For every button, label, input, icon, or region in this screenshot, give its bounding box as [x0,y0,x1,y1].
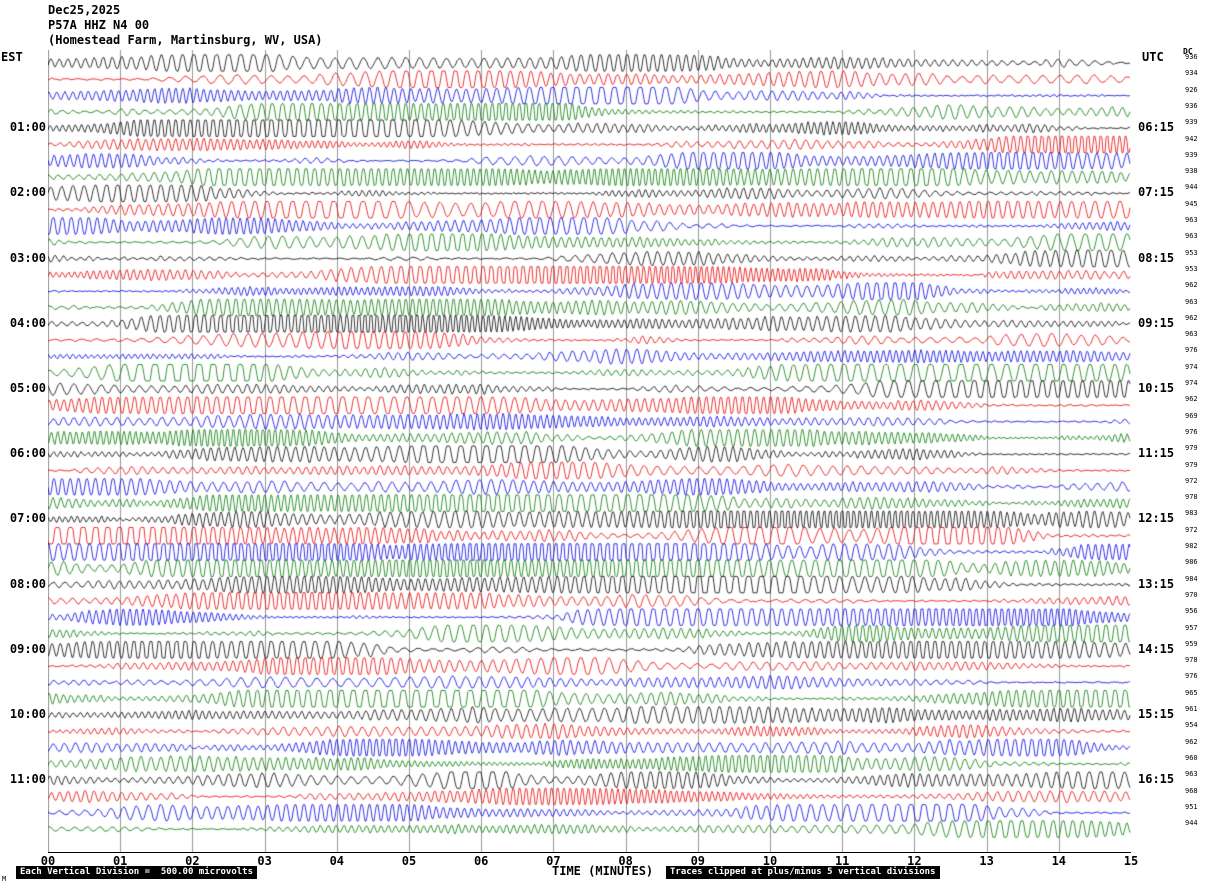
est-hour-label: 06:00 [9,446,46,461]
vertical-division-note: Each Vertical Division = 500.00 microvol… [16,866,257,879]
x-tick-label: 10 [762,854,778,868]
x-axis-line [48,852,1131,853]
dc-value: 982 [1185,542,1198,550]
dc-value: 979 [1185,460,1198,469]
utc-hour-label: 08:15 [1138,250,1175,265]
est-hour-label: 08:00 [9,576,46,591]
dc-value: 962 [1185,395,1198,404]
dc-value: 961 [1185,705,1198,713]
dc-column-label: DC [1183,47,1193,56]
dc-value: 976 [1185,427,1198,436]
est-hour-label: 11:00 [9,772,46,787]
x-tick-label: 11 [834,854,850,868]
header-station-code: P57A HHZ N4 00 [48,18,150,32]
dc-value: 963 [1185,232,1198,241]
dc-value: 953 [1185,248,1198,257]
utc-hour-label: 12:15 [1138,511,1175,526]
x-tick-label: 04 [329,854,345,868]
dc-value: 953 [1185,264,1198,273]
x-tick-label: 06 [473,854,489,868]
dc-value: 962 [1185,313,1198,322]
header-date: Dec25,2025 [48,3,121,17]
utc-hour-label: 14:15 [1138,641,1175,656]
dc-value: 962 [1185,737,1198,746]
utc-hour-label: 10:15 [1138,381,1175,395]
dc-value: 979 [1185,444,1198,453]
seismogram-canvas [48,50,1131,852]
left-timezone-label: EST [1,50,23,64]
dc-value: 939 [1185,150,1198,159]
utc-hour-label: 09:15 [1138,315,1175,330]
est-hour-label: 03:00 [9,250,46,265]
dc-value: 963 [1185,330,1198,339]
dc-value: 963 [1185,216,1198,224]
dc-value: 984 [1185,574,1198,583]
dc-value: 944 [1185,819,1198,828]
dc-value: 965 [1185,688,1198,697]
x-tick-label: 07 [546,854,561,868]
clipping-note: Traces clipped at plus/minus 5 vertical … [666,866,940,879]
est-hour-label: 01:00 [9,120,46,135]
x-axis-title: TIME (MINUTES) [552,864,654,878]
est-hour-label: 10:00 [9,707,46,721]
right-timezone-label: UTC [1142,50,1164,64]
dc-value: 970 [1185,590,1198,599]
dc-value: 959 [1185,639,1198,648]
dc-value: 957 [1185,623,1198,632]
x-tick-label: 00 [40,854,56,868]
x-tick-label: 03 [257,854,272,868]
dc-value: 963 [1185,297,1198,306]
header-station-location: (Homestead Farm, Martinsburg, WV, USA) [48,33,323,47]
utc-hour-label: 06:15 [1138,120,1175,135]
x-tick-label: 08 [618,854,633,868]
est-hour-label: 05:00 [9,381,46,395]
dc-value: 974 [1185,379,1198,387]
dc-value: 978 [1185,493,1198,502]
est-hour-label: 07:00 [9,511,46,526]
dc-value: 986 [1185,558,1198,567]
dc-value: 968 [1185,786,1198,795]
x-tick-label: 02 [185,854,200,868]
dc-value: 962 [1185,281,1198,290]
dc-value: 939 [1185,118,1198,127]
dc-value: 972 [1185,476,1198,485]
utc-hour-label: 07:15 [1138,185,1175,200]
x-tick-label: 01 [112,854,128,868]
dc-value: 956 [1185,607,1198,616]
x-tick-label: 14 [1051,854,1067,868]
dc-value: 978 [1185,656,1198,665]
dc-value: 983 [1185,509,1198,518]
dc-value: 976 [1185,672,1198,681]
dc-value: 936 [1185,101,1198,110]
dc-value: 934 [1185,69,1198,78]
dc-value: 969 [1185,411,1198,420]
dc-value: 972 [1185,525,1198,534]
dc-value: 944 [1185,183,1198,192]
x-tick-label: 15 [1123,854,1139,868]
dc-value: 945 [1185,199,1198,208]
est-hour-label: 04:00 [9,315,46,330]
dc-value: 936 [1185,53,1198,61]
utc-hour-label: 15:15 [1138,707,1175,721]
dc-value: 954 [1185,721,1198,730]
dc-value: 938 [1185,167,1198,176]
dc-value: 926 [1185,85,1198,94]
utc-hour-label: 13:15 [1138,576,1175,591]
x-tick-label: 05 [401,854,417,868]
utc-hour-label: 11:15 [1138,446,1175,461]
x-tick-label: 09 [690,854,706,868]
dc-value: 974 [1185,362,1198,371]
x-tick-label: 12 [907,854,922,868]
corner-mark: M [2,875,7,883]
x-tick-label: 13 [979,854,994,868]
est-hour-label: 09:00 [9,641,46,656]
dc-value: 951 [1185,802,1198,811]
dc-value: 942 [1185,134,1198,143]
est-hour-label: 02:00 [9,185,46,200]
dc-value: 976 [1185,346,1198,355]
utc-hour-label: 16:15 [1138,772,1175,787]
dc-value: 963 [1185,770,1198,779]
dc-value: 960 [1185,753,1198,762]
